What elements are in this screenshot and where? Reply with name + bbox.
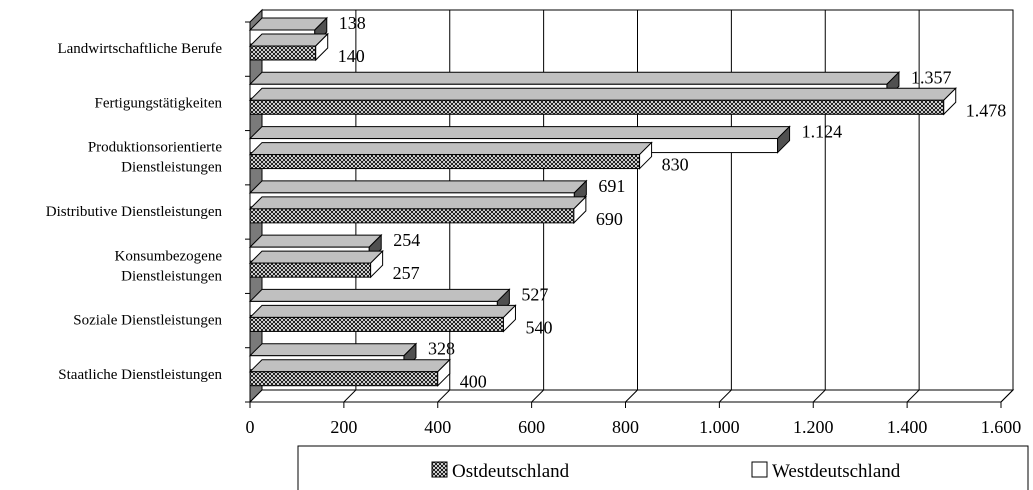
value-label-ostdeutschland: 400 — [460, 372, 487, 392]
bar-top-face — [248, 304, 517, 318]
bar-top-face — [248, 343, 418, 357]
value-label-westdeutschland: 527 — [521, 284, 548, 304]
value-label-ostdeutschland: 830 — [662, 155, 689, 175]
floor-gridline — [531, 389, 544, 403]
legend-swatch — [751, 461, 768, 478]
bar-front-face — [249, 154, 641, 170]
bar-end-face — [370, 249, 384, 279]
bars — [248, 16, 957, 387]
x-tick-label: 1.200 — [793, 417, 834, 437]
category-label: Konsumbezogene — [115, 248, 223, 264]
category-label: Staatliche Dienstleistungen — [58, 367, 222, 383]
bar-end-face — [315, 32, 329, 62]
bar-front-face — [249, 262, 372, 278]
bar-front-face — [249, 371, 439, 387]
value-label-westdeutschland: 691 — [598, 176, 625, 196]
x-tick-label: 800 — [612, 417, 639, 437]
bar-top-face — [248, 288, 511, 302]
bar-front-face — [249, 208, 575, 224]
floor-gridline — [1000, 389, 1014, 403]
category-label: Dienstleistungen — [121, 160, 222, 176]
floor-gridline — [437, 389, 451, 403]
value-labels: 138 140 1.357 1.478 1.124 830 691 690 254 257 527 5… — [338, 13, 1007, 392]
bar-front-face — [249, 316, 504, 332]
floor-gridline — [719, 389, 732, 403]
value-label-westdeutschland: 138 — [339, 13, 366, 33]
floor-gridline — [906, 389, 920, 403]
legend-label: Ostdeutschland — [452, 461, 570, 482]
floor-gridline — [625, 389, 638, 403]
bar-ostdeutschland — [248, 87, 957, 116]
bar-front-face — [249, 45, 317, 61]
x-tick-label: 200 — [330, 417, 357, 437]
x-tick-label: 1.000 — [699, 417, 740, 437]
legend-label: Westdeutschland — [772, 461, 901, 482]
x-tick-label: 1.400 — [887, 417, 928, 437]
floor-gridline — [343, 389, 357, 403]
bar-top-face — [248, 33, 329, 47]
bar-top-face — [248, 250, 384, 264]
bar-ostdeutschland — [248, 304, 517, 333]
bar-end-face — [573, 195, 587, 225]
value-label-ostdeutschland: 257 — [393, 263, 420, 283]
bar-end-face — [639, 141, 653, 170]
bar-top-face — [248, 17, 328, 31]
bar-front-face — [249, 99, 945, 115]
x-axis: 0 200 400 600 800 1.000 1.200 1.400 1.600 — [245, 21, 1022, 437]
floor-gridline — [812, 389, 826, 403]
value-label-westdeutschland: 1.124 — [802, 122, 843, 142]
x-tick-label: 400 — [424, 417, 451, 437]
bar-top-face — [248, 180, 588, 194]
bar-top-face — [248, 196, 588, 210]
category-labels: Landwirtschaftliche Berufe Fertigungstäti… — [46, 41, 223, 383]
category-label: Fertigungstätigkeiten — [95, 95, 223, 111]
bar-end-face — [943, 87, 957, 116]
value-label-westdeutschland: 328 — [428, 339, 455, 359]
value-label-ostdeutschland: 690 — [596, 209, 623, 229]
category-label: Landwirtschaftliche Berufe — [57, 41, 222, 57]
bar-ostdeutschland — [248, 141, 653, 170]
value-label-ostdeutschland: 140 — [338, 46, 365, 66]
x-tick-label: 600 — [518, 417, 545, 437]
category-label: Produktionsorientierte — [88, 140, 222, 156]
bar-end-face — [502, 304, 516, 333]
bar-top-face — [248, 234, 383, 248]
bar-end-face — [437, 358, 451, 387]
bar-ostdeutschland — [248, 195, 588, 225]
category-label: Dienstleistungen — [121, 268, 222, 284]
bar-ostdeutschland — [248, 32, 329, 62]
bar-top-face — [248, 359, 451, 373]
value-label-ostdeutschland: 1.478 — [966, 100, 1007, 120]
value-label-westdeutschland: 254 — [393, 230, 420, 250]
x-tick-label: 0 — [246, 417, 255, 437]
legend-swatch — [431, 461, 448, 478]
bar-top-face — [248, 126, 791, 140]
legend: Ostdeutschland Westdeutschland — [297, 445, 1029, 490]
bar-top-face — [248, 71, 901, 85]
category-label: Distributive Dienstleistungen — [46, 204, 223, 220]
bar-ostdeutschland — [248, 358, 451, 387]
value-label-ostdeutschland: 540 — [525, 317, 552, 337]
bar-ostdeutschland — [248, 249, 384, 279]
value-label-westdeutschland: 1.357 — [911, 67, 952, 87]
bar-top-face — [248, 142, 653, 156]
x-tick-label: 1.600 — [981, 417, 1022, 437]
legend-box — [297, 445, 1029, 490]
bar-top-face — [248, 87, 957, 101]
bar-end-face — [777, 125, 791, 154]
category-label: Soziale Dienstleistungen — [73, 313, 222, 329]
